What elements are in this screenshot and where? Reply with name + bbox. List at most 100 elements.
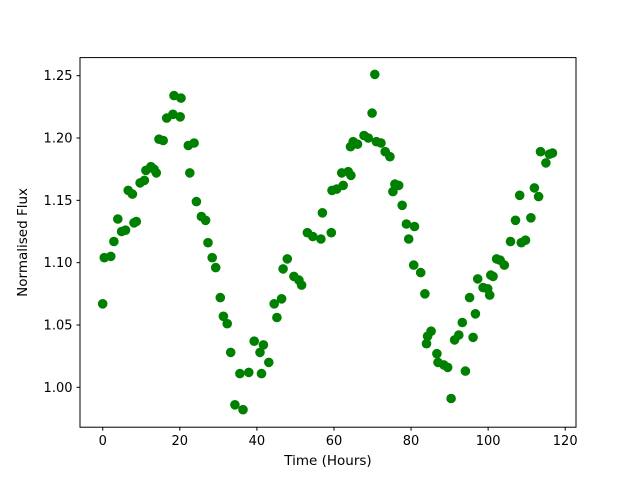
data-point (454, 330, 464, 340)
axis-tick-labels: 0 20 40 60 80 100 120 1.00 1.05 1.10 1.15 1.20 1.25 (44, 69, 578, 449)
data-point (131, 216, 142, 227)
data-point (230, 400, 240, 410)
data-point (415, 267, 426, 278)
data-point (113, 214, 123, 224)
data-point (514, 190, 525, 201)
data-point (200, 215, 211, 226)
axis-ticks (76, 75, 566, 431)
data-point (547, 148, 558, 158)
data-point (376, 138, 386, 148)
data-point (185, 168, 195, 178)
data-point (176, 93, 186, 103)
data-point (278, 264, 288, 274)
x-tick-label: 40 (249, 434, 266, 449)
data-point (408, 260, 419, 270)
data-point (529, 183, 540, 193)
data-point (367, 108, 377, 118)
data-point (258, 340, 269, 350)
y-tick-label: 1.05 (44, 318, 73, 333)
data-point (308, 231, 318, 242)
data-point (210, 262, 221, 273)
data-point (207, 252, 217, 263)
x-axis-label: Time (Hours) (283, 453, 371, 469)
data-point (457, 317, 468, 328)
data-point (296, 280, 307, 290)
x-tick-label: 0 (99, 434, 107, 449)
data-point (397, 200, 408, 211)
data-point (203, 237, 213, 248)
data-point (175, 112, 185, 122)
data-point (244, 367, 254, 378)
data-point (526, 213, 536, 223)
data-point (158, 135, 168, 146)
data-point (421, 338, 432, 349)
x-tick-label: 20 (172, 434, 189, 449)
data-point (468, 332, 478, 343)
x-tick-label: 100 (476, 434, 501, 449)
data-point (432, 348, 442, 359)
data-point (393, 180, 404, 191)
data-point (316, 234, 326, 244)
data-point (484, 290, 495, 300)
data-point (264, 357, 274, 368)
plot-area (79, 57, 577, 428)
data-point (370, 69, 380, 80)
data-point (346, 170, 356, 181)
data-point (388, 186, 398, 197)
data-point (499, 260, 510, 270)
data-point (533, 191, 544, 202)
data-point (106, 251, 116, 262)
data-point (470, 309, 481, 319)
data-point (460, 366, 471, 376)
data-point (269, 299, 280, 309)
y-tick-label: 1.15 (44, 194, 73, 209)
data-point (426, 326, 436, 337)
data-point (255, 347, 265, 358)
data-point (317, 208, 328, 218)
data-point (235, 368, 245, 379)
data-point (541, 158, 551, 168)
data-point (363, 133, 374, 143)
y-tick-label: 1.20 (44, 132, 73, 147)
data-point (151, 168, 162, 178)
x-tick-label: 60 (326, 434, 343, 449)
y-axis-label: Normalised Flux (15, 188, 31, 297)
data-point (97, 299, 108, 309)
data-point (505, 236, 516, 247)
x-tick-label: 80 (403, 434, 420, 449)
data-point (446, 393, 456, 404)
data-point (225, 347, 236, 358)
data-point (120, 225, 131, 235)
y-tick-label: 1.25 (44, 69, 73, 84)
data-point (385, 151, 395, 162)
data-point (276, 294, 287, 304)
data-point (282, 254, 293, 264)
x-tick-label: 120 (553, 434, 578, 449)
data-point (420, 289, 430, 299)
y-tick-label: 1.00 (44, 381, 73, 396)
data-point (409, 221, 420, 232)
data-point (109, 236, 119, 247)
data-point (352, 139, 363, 149)
data-points (97, 69, 558, 415)
data-point (338, 180, 349, 191)
data-point (127, 189, 138, 199)
data-point (403, 234, 414, 244)
data-point (326, 227, 337, 238)
data-point (249, 336, 259, 347)
data-point (488, 271, 498, 282)
data-point (272, 312, 282, 323)
data-point (238, 404, 248, 415)
data-point (464, 292, 475, 303)
data-point (168, 109, 178, 120)
data-point (256, 368, 267, 379)
y-tick-label: 1.10 (44, 256, 73, 271)
plot-border (79, 57, 577, 428)
data-point (218, 311, 229, 322)
data-point (222, 318, 232, 329)
data-point (472, 274, 483, 284)
data-point (191, 196, 202, 207)
data-point (520, 235, 531, 245)
